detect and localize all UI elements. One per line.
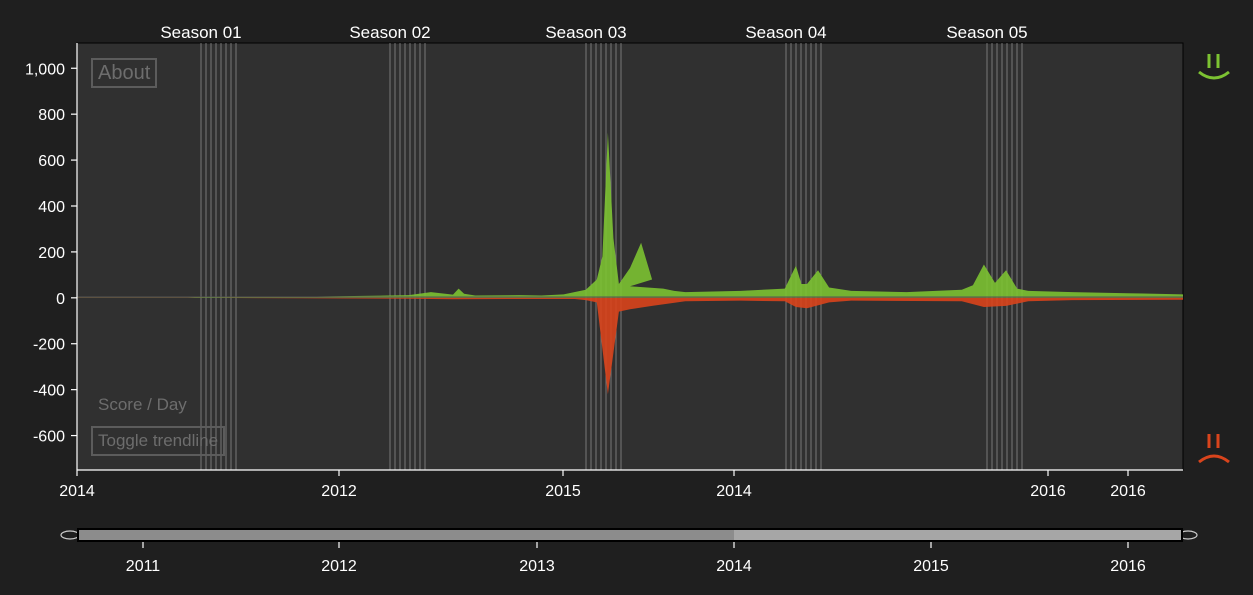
season-label: Season 05 [946, 23, 1027, 42]
season-label: Season 04 [745, 23, 826, 42]
season-label: Season 02 [349, 23, 430, 42]
y-tick-label: -400 [33, 383, 65, 400]
brush-selection[interactable] [734, 530, 1181, 540]
season-labels-group: Season 01 Season 02 Season 03 Season 04 Seas… [160, 23, 1027, 42]
smiley-face-icon [1198, 54, 1230, 80]
x-tick-label: 2016 [1030, 483, 1066, 500]
brush-left-handle[interactable] [60, 530, 80, 540]
about-button[interactable]: About [91, 58, 158, 88]
y-axis: 1,000 800 600 400 200 0 -200 -400 -600 [25, 43, 78, 470]
brush-x-axis: 2011 2012 2013 2014 2015 2016 [126, 542, 1146, 575]
x-tick-label: 2016 [1110, 483, 1146, 500]
toggle-trendline-button[interactable]: Toggle trendline [91, 426, 226, 456]
season-lines-group [200, 43, 1023, 470]
brush-x-tick-label: 2013 [519, 558, 555, 575]
score-per-day-label: Score / Day [98, 395, 187, 414]
season-label: Season 03 [545, 23, 626, 42]
y-tick-label: 800 [38, 107, 65, 124]
y-tick-label: 400 [38, 199, 65, 216]
brush-track[interactable] [79, 530, 734, 540]
brush-x-tick-label: 2012 [321, 558, 357, 575]
x-axis: 2014 2012 2015 2014 2016 2016 [59, 469, 1183, 500]
y-tick-label: -200 [33, 337, 65, 354]
frowning-face-icon [1198, 434, 1230, 464]
x-tick-label: 2014 [716, 483, 752, 500]
x-tick-label: 2015 [545, 483, 581, 500]
brush-x-tick-label: 2016 [1110, 558, 1146, 575]
x-tick-label: 2014 [59, 483, 95, 500]
brush-x-tick-label: 2014 [716, 558, 752, 575]
x-tick-label: 2012 [321, 483, 357, 500]
y-tick-label: 1,000 [25, 61, 65, 78]
plot-area [76, 42, 1184, 471]
brush-navigator[interactable] [60, 528, 1198, 542]
y-tick-label: 600 [38, 153, 65, 170]
brush-x-tick-label: 2015 [913, 558, 949, 575]
y-tick-label: 200 [38, 245, 65, 262]
brush-x-tick-label: 2011 [126, 558, 161, 575]
season-label: Season 01 [160, 23, 241, 42]
y-tick-label: 0 [56, 291, 65, 308]
y-tick-label: -600 [33, 429, 65, 446]
